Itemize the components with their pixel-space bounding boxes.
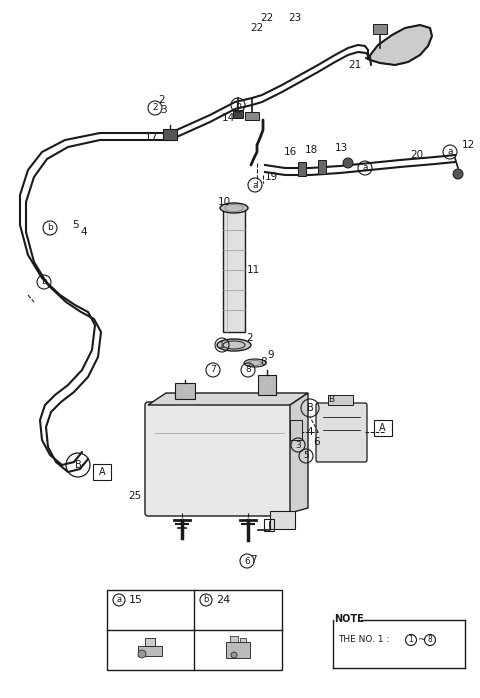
Text: 3: 3 [160, 105, 167, 115]
Text: 14: 14 [222, 113, 235, 123]
Bar [245, 112, 259, 120]
Text: 20: 20 [410, 150, 423, 160]
Text: 16: 16 [284, 147, 297, 157]
Text: 8: 8 [428, 635, 432, 644]
Text: 2: 2 [158, 95, 165, 105]
Circle shape [343, 158, 353, 168]
Text: 2: 2 [246, 333, 252, 343]
Text: A: A [99, 467, 105, 477]
Text: 25: 25 [128, 491, 141, 501]
Bar [328, 395, 353, 405]
Text: a: a [252, 181, 258, 189]
Ellipse shape [217, 339, 251, 351]
Text: a: a [362, 163, 368, 172]
Bar [163, 129, 177, 140]
Text: 22: 22 [250, 23, 263, 33]
Polygon shape [148, 393, 308, 405]
Ellipse shape [220, 203, 248, 213]
Circle shape [231, 652, 237, 658]
Bar [258, 375, 276, 395]
Bar [175, 383, 195, 399]
Ellipse shape [244, 359, 266, 367]
Text: 22: 22 [260, 13, 273, 23]
Bar [233, 110, 243, 118]
Text: 9: 9 [267, 350, 274, 360]
Text: 19: 19 [265, 172, 278, 182]
Text: b: b [204, 595, 209, 604]
Bar [223, 210, 245, 332]
Text: 23: 23 [288, 13, 301, 23]
Text: 11: 11 [247, 265, 260, 275]
Text: NOTE: NOTE [334, 614, 364, 624]
Bar [107, 590, 282, 670]
Text: 1: 1 [408, 635, 413, 644]
Bar [374, 420, 392, 436]
Circle shape [453, 169, 463, 179]
Text: 4: 4 [80, 227, 86, 237]
Bar [145, 638, 155, 646]
Text: 17: 17 [145, 133, 158, 143]
Bar [240, 638, 246, 642]
Text: 8: 8 [245, 366, 251, 375]
Text: 4: 4 [306, 427, 312, 437]
Text: ~: ~ [418, 635, 426, 645]
Bar [290, 420, 302, 440]
Text: B: B [74, 460, 82, 470]
Text: 10: 10 [218, 197, 231, 207]
Text: 5: 5 [72, 220, 79, 230]
Text: b: b [41, 278, 47, 286]
Text: b: b [47, 223, 53, 232]
Text: 7: 7 [210, 366, 216, 375]
Text: 2: 2 [152, 103, 158, 112]
Bar [93, 464, 111, 480]
Text: 1: 1 [219, 341, 225, 350]
Text: a: a [117, 595, 121, 604]
Text: 24: 24 [216, 595, 230, 605]
Bar [264, 519, 274, 531]
Text: 21: 21 [348, 60, 361, 70]
Bar [318, 160, 326, 174]
Text: 6: 6 [244, 556, 250, 565]
Text: 15: 15 [129, 595, 143, 605]
Text: THE NO. 1 :: THE NO. 1 : [338, 635, 389, 644]
Text: A: A [379, 423, 385, 433]
Text: 7: 7 [250, 555, 257, 565]
Bar [226, 642, 250, 658]
Text: 13: 13 [335, 143, 348, 153]
Text: 5: 5 [303, 452, 309, 461]
Bar [298, 162, 306, 176]
Text: 3: 3 [295, 440, 301, 450]
Text: 8: 8 [260, 357, 266, 367]
Bar [270, 511, 295, 529]
Text: 18: 18 [305, 145, 318, 155]
FancyBboxPatch shape [316, 403, 367, 462]
Bar [230, 636, 238, 642]
FancyBboxPatch shape [145, 402, 293, 516]
Text: B: B [307, 403, 313, 413]
Bar [138, 646, 162, 656]
Text: B: B [328, 396, 334, 405]
Text: a: a [447, 147, 453, 156]
Text: 6: 6 [313, 437, 320, 447]
Text: 12: 12 [462, 140, 475, 150]
Circle shape [138, 650, 146, 658]
Text: b: b [235, 101, 241, 110]
Polygon shape [290, 393, 308, 513]
Bar [373, 24, 387, 34]
Polygon shape [366, 25, 432, 65]
